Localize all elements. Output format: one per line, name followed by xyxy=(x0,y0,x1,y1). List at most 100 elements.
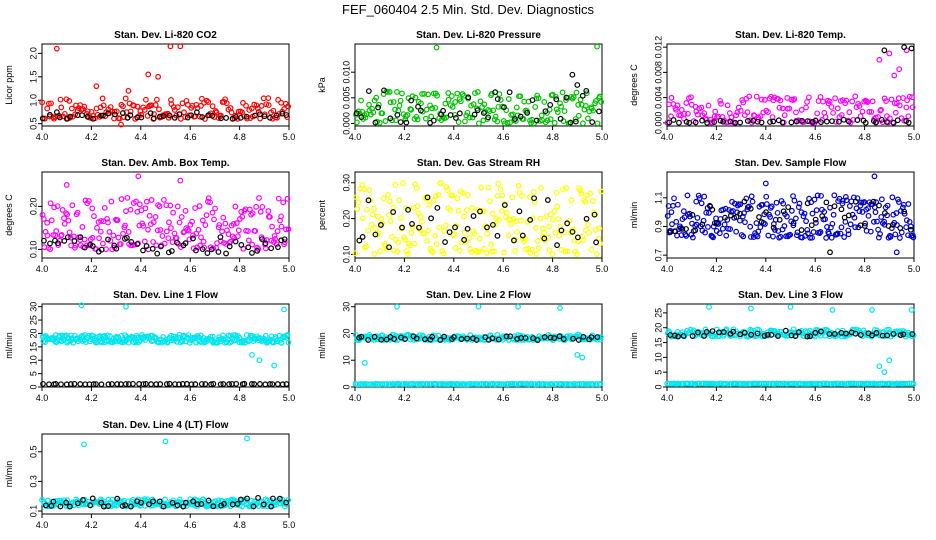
data-point xyxy=(359,234,366,240)
data-point xyxy=(501,120,508,127)
data-point xyxy=(459,190,466,196)
data-point xyxy=(747,234,754,240)
data-point xyxy=(530,189,537,195)
page-title: FEF_060404 2.5 Min. Std. Dev. Diagnostic… xyxy=(342,2,594,17)
data-point xyxy=(266,214,273,220)
data-point xyxy=(248,105,255,112)
data-point xyxy=(443,114,450,121)
data-point xyxy=(201,244,208,251)
data-point xyxy=(509,194,516,201)
data-point xyxy=(425,227,432,234)
data-point xyxy=(757,224,764,231)
data-point xyxy=(881,47,888,54)
data-point xyxy=(449,192,456,199)
data-point xyxy=(252,228,259,234)
data-point xyxy=(501,104,507,111)
data-point xyxy=(571,237,578,244)
data-point xyxy=(442,222,449,229)
x-tick-label: 4.0 xyxy=(36,264,49,274)
data-point xyxy=(497,186,504,193)
data-point xyxy=(454,195,461,202)
points-group xyxy=(352,180,604,258)
data-point xyxy=(111,111,118,118)
data-point xyxy=(466,114,473,121)
data-point xyxy=(560,186,566,193)
data-point xyxy=(80,496,86,503)
y-tick-label: 25 xyxy=(653,308,663,318)
points-group xyxy=(353,43,605,127)
y-tick-label: 0.30 xyxy=(341,174,351,192)
data-point xyxy=(145,71,152,78)
data-point xyxy=(131,102,137,109)
data-point xyxy=(676,119,682,126)
data-point xyxy=(262,332,269,339)
data-point xyxy=(586,229,593,236)
data-point xyxy=(494,193,501,199)
data-point xyxy=(190,498,197,505)
data-point xyxy=(470,213,477,219)
data-point xyxy=(748,193,755,200)
data-point xyxy=(58,231,65,238)
y-tick-label: 0.10 xyxy=(341,246,351,264)
x-tick-label: 5.0 xyxy=(283,264,296,274)
data-point xyxy=(159,233,166,239)
data-point xyxy=(804,226,811,233)
data-point xyxy=(781,112,788,119)
data-point xyxy=(570,94,577,101)
x-tick-label: 4.6 xyxy=(497,393,510,403)
data-point xyxy=(422,336,428,343)
x-tick-label: 5.0 xyxy=(596,393,609,403)
x-tick-label: 4.2 xyxy=(85,264,98,274)
data-point xyxy=(356,237,363,244)
data-point xyxy=(686,329,693,336)
data-point xyxy=(391,381,397,387)
data-point xyxy=(257,208,264,215)
data-point xyxy=(767,213,773,220)
data-point xyxy=(352,250,359,257)
data-point xyxy=(140,381,147,388)
data-point xyxy=(143,198,150,205)
data-point xyxy=(450,334,457,341)
data-point xyxy=(796,200,803,207)
data-point xyxy=(804,99,811,105)
y-tick-label: 0 xyxy=(28,384,38,389)
data-point xyxy=(275,195,282,202)
data-point xyxy=(413,185,420,191)
data-point xyxy=(234,500,241,507)
data-point xyxy=(598,188,604,195)
data-point xyxy=(903,104,910,111)
data-point xyxy=(561,108,568,115)
data-point xyxy=(701,333,707,339)
data-point xyxy=(845,212,852,219)
data-point xyxy=(862,119,869,126)
x-tick-label: 5.0 xyxy=(908,264,921,274)
plot-frame xyxy=(666,303,915,388)
data-point xyxy=(52,237,58,244)
data-point xyxy=(570,335,577,342)
data-point xyxy=(818,328,824,335)
data-point xyxy=(671,195,677,202)
data-point xyxy=(369,211,376,218)
data-point xyxy=(807,333,813,340)
y-tick-label: 0.3 xyxy=(28,475,38,488)
data-point xyxy=(702,229,708,236)
data-point xyxy=(762,180,769,187)
data-point xyxy=(780,208,787,215)
data-point xyxy=(583,87,590,94)
data-point xyxy=(181,109,187,116)
data-point xyxy=(716,333,723,339)
data-point xyxy=(491,248,497,255)
data-point xyxy=(744,381,750,387)
data-point xyxy=(114,217,121,224)
data-point xyxy=(820,98,826,105)
y-tick-label: 1.5 xyxy=(28,71,38,84)
data-point xyxy=(585,221,592,228)
data-point xyxy=(470,101,477,108)
data-point xyxy=(253,203,260,210)
data-point xyxy=(106,229,113,235)
data-point xyxy=(572,116,579,122)
data-point xyxy=(839,197,846,204)
data-point xyxy=(799,117,805,124)
data-point xyxy=(664,213,671,219)
